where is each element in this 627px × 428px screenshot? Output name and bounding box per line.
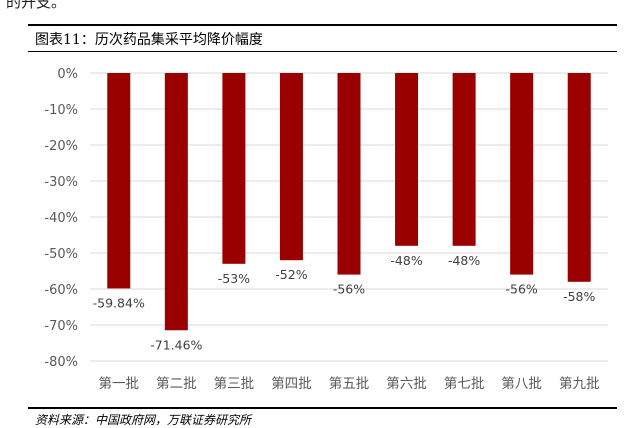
x-tick-label: 第四批 [271,375,312,392]
y-tick-label: -40% [44,211,78,226]
top-rule [28,24,617,26]
y-tick-label: -80% [44,355,78,370]
bars [107,73,591,331]
data-labels: -59.84% -71.46% -53% -52% -56% -48% -48% -56% -5… [93,253,596,352]
data-label: -48% [448,253,480,268]
data-label: -71.46% [150,337,202,352]
preceding-text-fragment: 的开支。 [6,0,67,11]
x-tick-label: 第三批 [214,375,255,392]
data-label: -59.84% [93,295,145,310]
y-tick-label: -70% [44,319,78,334]
bar [395,73,419,246]
x-tick-label: 第九批 [559,375,600,392]
y-tick-label: -10% [44,103,78,118]
y-tick-label: -30% [44,175,78,190]
bar [279,73,303,261]
bar [222,73,246,264]
x-tick-label: 第二批 [156,375,197,392]
y-axis-tick-labels: 0% -10% -20% -30% -40% -50% -60% -70% -80% [44,67,78,370]
y-tick-label: -50% [44,247,78,262]
source-note: 资料来源：中国政府网，万联证券研究所 [35,413,252,427]
bar [337,73,361,275]
bar [107,73,131,289]
data-label: -58% [563,289,595,304]
bottom-rule [28,407,617,409]
y-tick-label: -60% [44,283,78,298]
y-tick-label: -20% [44,139,78,154]
x-axis-tick-labels: 第一批 第二批 第三批 第四批 第五批 第六批 第七批 第八批 第九批 [99,375,600,392]
x-tick-label: 第一批 [99,375,140,392]
bar [164,73,188,331]
bar [452,73,476,246]
title-rule [28,51,617,52]
bar [510,73,534,275]
data-label: -56% [333,282,365,297]
data-label: -48% [390,253,422,268]
x-tick-label: 第六批 [386,375,427,392]
bar [567,73,591,282]
data-label: -56% [506,282,538,297]
x-tick-label: 第五批 [329,375,370,392]
figure-title: 图表11：历次药品集采平均降价幅度 [35,32,263,48]
x-tick-label: 第八批 [501,375,542,392]
x-tick-label: 第七批 [444,375,485,392]
data-label: -52% [275,267,307,282]
data-label: -53% [218,271,250,286]
y-tick-label: 0% [57,67,78,82]
